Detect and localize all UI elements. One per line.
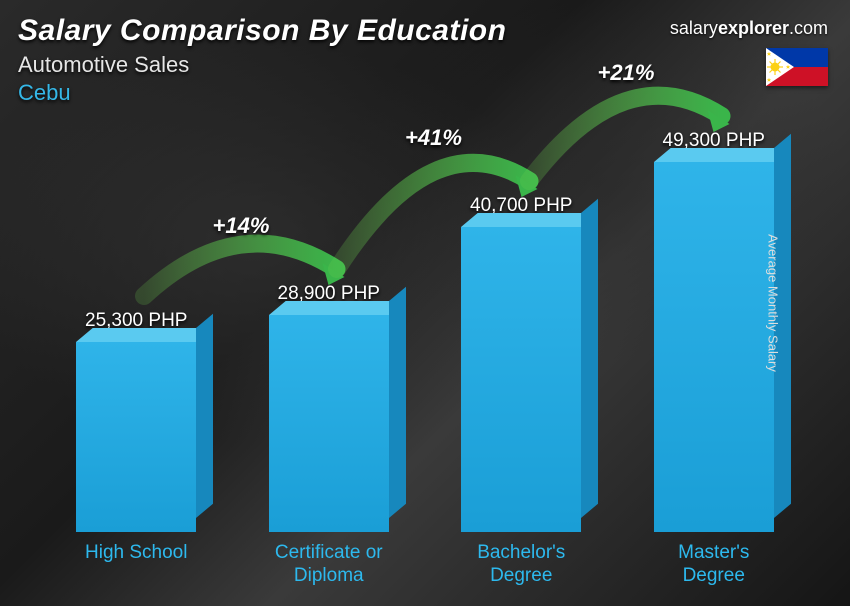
bar-top-face [461,213,598,227]
chart-location: Cebu [18,80,506,106]
bar-top-face [269,301,406,315]
y-axis-label: Average Monthly Salary [766,234,781,372]
bar-3d [461,227,581,532]
infographic-canvas: Salary Comparison By Education Automotiv… [0,0,850,606]
bar-label: Master's Degree [678,542,749,588]
bar-side-face [389,287,406,518]
brand-bold: explorer [718,18,789,38]
bar-top-face [76,328,213,342]
bar-label: Bachelor's Degree [477,542,565,588]
bar-3d [76,342,196,532]
chart-title: Salary Comparison By Education [18,14,506,48]
bar-side-face [581,199,598,518]
increase-pct: +14% [213,213,270,239]
bar-3d [654,162,774,532]
bar-front-face [654,162,774,532]
bar-group: 40,700 PHPBachelor's Degree [425,195,618,588]
bar-front-face [269,315,389,532]
bar-3d [269,315,389,532]
bar-group: 25,300 PHPHigh School [40,310,233,588]
bar-front-face [76,342,196,532]
brand-prefix: salary [670,18,718,38]
increase-pct: +41% [405,125,462,151]
bar-group: 49,300 PHPMaster's Degree [618,130,811,588]
bar-front-face [461,227,581,532]
brand-watermark: salaryexplorer.com [670,18,828,39]
bar-group: 28,900 PHPCertificate or Diploma [233,283,426,588]
increase-pct: +21% [598,60,655,86]
title-block: Salary Comparison By Education Automotiv… [18,14,506,106]
bar-label: High School [85,542,187,588]
brand-suffix: .com [789,18,828,38]
bar-chart: 25,300 PHPHigh School28,900 PHPCertifica… [40,88,810,588]
chart-subtitle: Automotive Sales [18,52,506,78]
bar-label: Certificate or Diploma [275,542,383,588]
bar-top-face [654,148,791,162]
bar-side-face [196,314,213,518]
flag-icon [766,48,828,86]
